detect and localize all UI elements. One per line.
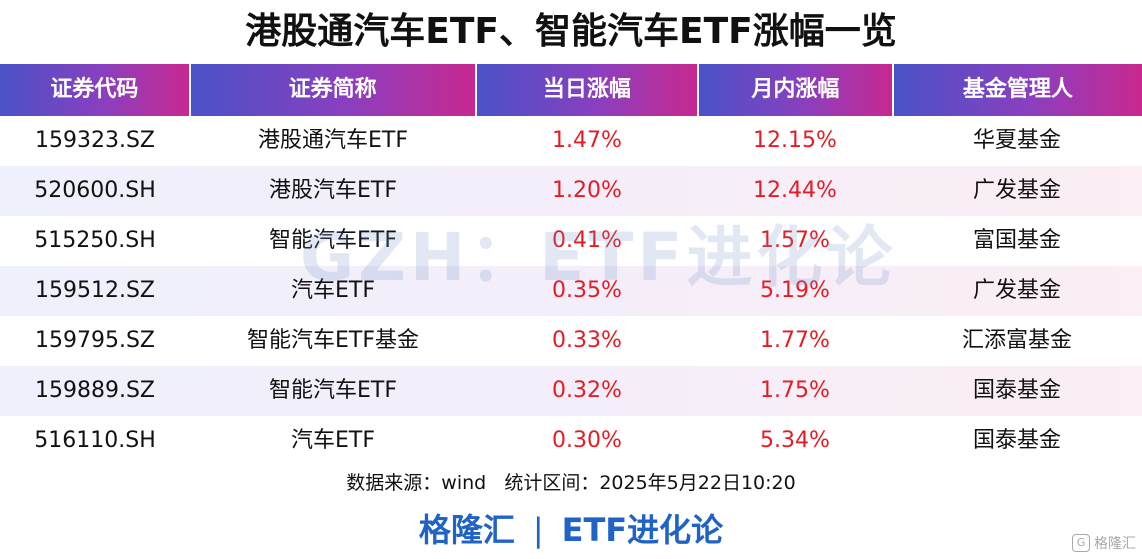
cell-name: 智能汽车ETF基金 [247,328,419,353]
footer-brand-left: 格隆汇 [418,511,515,549]
cell-manager: 富国基金 [972,228,1061,253]
table-header: 证券代码 证券简称 当日涨幅 月内涨幅 基金管理人 [0,64,1142,116]
footer-brand-right: ETF进化论 [561,511,724,549]
header-name: 证券简称 [190,64,475,116]
cell-name: 汽车ETF [291,428,375,453]
cell-manager: 广发基金 [972,278,1061,303]
cell-monthly-change: 5.34% [760,428,830,453]
cell-code: 159323.SZ [34,128,155,153]
corner-logo: G 格隆汇 [1072,533,1136,553]
header-monthly-change: 月内涨幅 [699,64,892,116]
cell-name: 港股汽车ETF [269,178,397,203]
cell-name: 智能汽车ETF [269,378,397,403]
cell-code: 159889.SZ [34,378,155,403]
footer-separator: | [532,511,544,549]
cell-daily-change: 1.47% [552,128,622,153]
table-row: 159795.SZ 智能汽车ETF基金 0.33% 1.77% 汇添富基金 [0,316,1142,366]
etf-table: 证券代码 证券简称 当日涨幅 月内涨幅 基金管理人 159323.SZ 港股通汽… [0,64,1142,466]
table-row: 159512.SZ 汽车ETF 0.35% 5.19% 广发基金 [0,266,1142,316]
cell-monthly-change: 1.75% [760,378,830,403]
table-row: 515250.SH 智能汽车ETF 0.41% 1.57% 富国基金 [0,216,1142,266]
cell-name: 港股通汽车ETF [258,128,408,153]
footer-brand: 格隆汇 | ETF进化论 [0,505,1142,551]
table-row: 520600.SH 港股汽车ETF 1.20% 12.44% 广发基金 [0,166,1142,216]
cell-manager: 国泰基金 [972,428,1061,453]
corner-logo-text: 格隆汇 [1094,536,1136,552]
cell-monthly-change: 12.15% [753,128,837,153]
gelonghui-logo-icon: G [1072,534,1090,552]
cell-name: 智能汽车ETF [269,228,397,253]
data-source-note: 数据来源：wind 统计区间：2025年5月22日10:20 [346,472,796,494]
header-daily-change: 当日涨幅 [476,64,698,116]
cell-daily-change: 0.30% [552,428,622,453]
cell-name: 汽车ETF [291,278,375,303]
cell-manager: 华夏基金 [972,128,1061,153]
page-title: 港股通汽车ETF、智能汽车ETF涨幅一览 [245,11,897,52]
cell-code: 159795.SZ [34,328,155,353]
cell-code: 516110.SH [34,428,156,453]
cell-daily-change: 1.20% [552,178,622,203]
cell-code: 520600.SH [34,178,156,203]
cell-code: 515250.SH [34,228,156,253]
table-row: 159323.SZ 港股通汽车ETF 1.47% 12.15% 华夏基金 [0,116,1142,166]
cell-monthly-change: 1.77% [760,328,830,353]
table-row: 159889.SZ 智能汽车ETF 0.32% 1.75% 国泰基金 [0,366,1142,416]
cell-manager: 广发基金 [972,178,1061,203]
cell-monthly-change: 12.44% [753,178,837,203]
cell-monthly-change: 1.57% [760,228,830,253]
cell-code: 159512.SZ [34,278,155,303]
cell-manager: 国泰基金 [972,378,1061,403]
table-row: 516110.SH 汽车ETF 0.30% 5.34% 国泰基金 [0,416,1142,466]
header-code: 证券代码 [0,64,189,116]
cell-daily-change: 0.33% [552,328,622,353]
cell-daily-change: 0.32% [552,378,622,403]
cell-daily-change: 0.41% [552,228,622,253]
header-manager: 基金管理人 [893,64,1142,116]
cell-manager: 汇添富基金 [961,328,1072,353]
cell-monthly-change: 5.19% [760,278,830,303]
cell-daily-change: 0.35% [552,278,622,303]
